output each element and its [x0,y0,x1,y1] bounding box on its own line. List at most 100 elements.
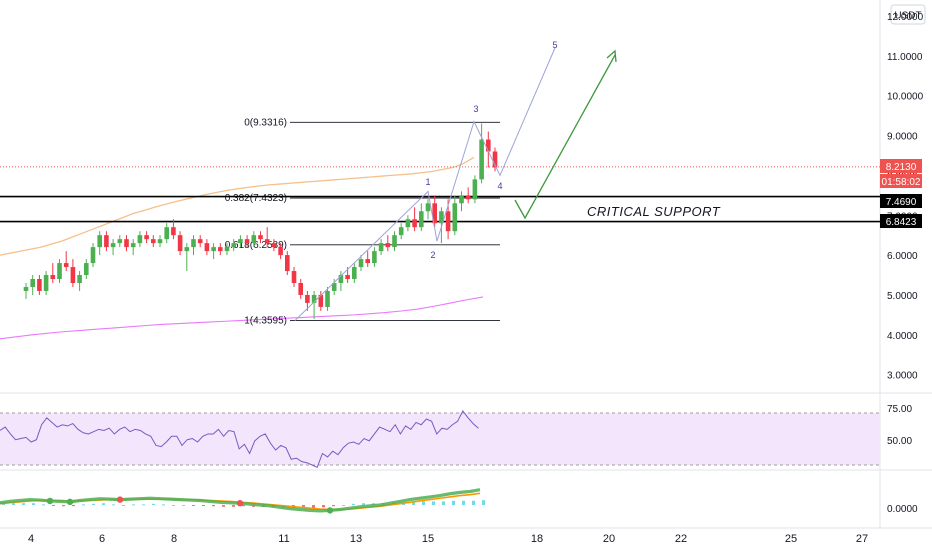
candlesticks [23,123,498,319]
candle-body [151,239,156,244]
candle-body [238,239,243,244]
rsi-tick-50: 50.00 [887,436,912,447]
candle-body [77,275,82,283]
macd-hist-bar [142,504,145,506]
candle-body [365,259,370,264]
last-price-box [880,159,922,173]
candle-body [419,211,424,228]
time-label-18: 18 [531,533,543,545]
macd-hist-bar [412,501,415,505]
elliott-waves: 1 2 3 4 5 [294,40,617,321]
currency-badge[interactable] [890,4,926,25]
time-label-13: 13 [350,533,362,545]
wave-label: 2 [430,250,435,260]
candle-body [130,243,136,248]
candle-body [184,247,190,252]
price-tick: 12.0000 [887,12,924,23]
macd-hist-bar [432,501,435,505]
time-label-11: 11 [278,533,289,545]
price-tick: 9.0000 [887,132,918,143]
candle-body [224,247,230,252]
macd-cross-dot [326,507,334,514]
macd-hist-bar [192,505,195,506]
candle-body [318,294,324,307]
candle-body [70,267,76,283]
rsi-tick-75: 75.00 [887,404,912,415]
time-label-15: 15 [422,533,434,545]
candle-body [211,247,216,252]
candle-body [291,271,297,283]
candle-body [197,239,203,244]
macd-hist-bar [162,504,165,506]
macd-hist-bar [232,505,235,507]
candle-body [110,243,116,248]
macd-tick-0: 0.0000 [887,504,918,515]
candle-body [472,179,478,200]
macd-hist-bar [42,504,45,506]
candle-body [378,243,384,252]
time-label-22: 22 [675,533,687,545]
macd-hist-bar [442,501,445,505]
candle-body [63,263,69,268]
candle-body [392,235,397,248]
time-axis[interactable]: 4 6 8 11 13 15 18 20 22 25 27 [28,533,868,545]
candle-body [144,235,149,240]
candle-body [479,139,484,180]
fib-level-label: 0(9.3316) [244,117,287,128]
fib-level-label: 0.618(6.2589) [225,240,287,251]
macd-hist-bar [82,504,85,506]
candle-body [57,263,62,280]
macd-cross-dot [116,496,124,503]
wave-label: 4 [497,181,502,191]
support-tag-1-box [880,194,922,208]
macd-indicator [0,488,485,514]
macd-hist-bar [52,505,55,506]
macd-hist-bar [242,505,245,507]
candle-body [492,151,498,168]
macd-hist-bar [72,505,75,507]
price-axis[interactable]: USDT 3.00004.00005.00006.00007.00008.000… [887,4,926,382]
last-price-value: 8.2130 [886,162,917,173]
countdown-box [880,174,922,188]
wave-label: 5 [552,40,557,50]
candle-body [204,243,210,252]
candle-body [372,251,377,264]
candle-body [23,286,29,291]
candle-body [352,267,357,280]
wave-path [294,47,556,321]
time-label-6: 6 [99,533,105,545]
macd-hist-bar [102,503,105,505]
candle-body [124,239,129,248]
candle-body [244,239,250,244]
macd-hist-bar [92,503,95,505]
candle-body [157,239,163,244]
candle-body [305,294,310,303]
ma-short-line [0,296,484,340]
time-label-4: 4 [28,533,34,545]
macd-hist-bar [222,505,225,507]
candle-body [171,227,176,236]
candle-body [50,275,56,280]
countdown-value: 01:58:02 [882,177,921,188]
ma-long-line [0,156,475,256]
candle-body [459,195,464,204]
macd-cross-dot [236,500,244,507]
macd-hist-bar [422,501,425,505]
candle-body [331,282,337,291]
time-label-25: 25 [785,533,797,545]
candle-body [90,247,96,264]
candle-body [405,219,411,228]
candle-body [251,235,257,244]
macd-hist-bar [332,505,335,507]
price-tick: 3.0000 [887,371,918,382]
wave-label: 1 [425,177,430,187]
rsi-indicator [0,410,479,468]
candle-body [104,235,109,248]
support-tag-1-value: 7.4690 [886,197,917,208]
currency-label: USDT [894,11,921,22]
macd-hist-bar [32,503,35,505]
support-tag-2-value: 6.8423 [886,217,917,228]
candle-body [445,211,451,232]
fib-level-label: 0.382(7.4323) [225,193,287,204]
